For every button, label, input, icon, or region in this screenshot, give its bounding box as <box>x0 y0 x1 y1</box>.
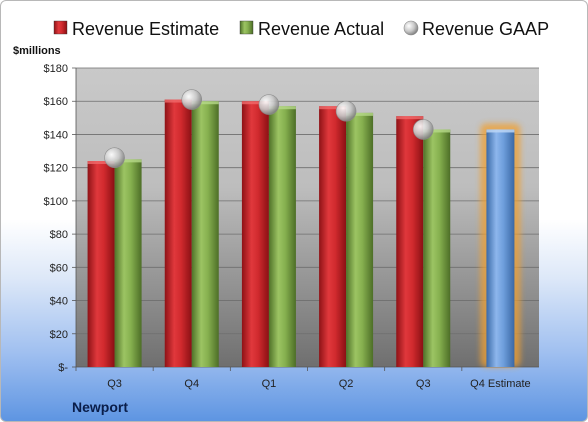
bar-revenue-estimate-cap <box>396 116 424 120</box>
bar-revenue-estimate <box>319 106 347 367</box>
bar-revenue-actual <box>423 129 451 367</box>
x-tick-label: Q2 <box>339 378 354 390</box>
marker-revenue-gaap <box>104 147 125 168</box>
legend-marker-estimate <box>53 20 68 35</box>
plot-background <box>76 68 539 367</box>
x-tick-label: Q1 <box>262 378 277 390</box>
bar-revenue-estimate <box>87 161 115 367</box>
bar-revenue-actual <box>346 112 374 367</box>
marker-revenue-gaap <box>412 119 434 140</box>
bar-revenue-estimate-cap <box>164 99 192 103</box>
marker-revenue-gaap <box>181 89 203 110</box>
bar-revenue-actual <box>268 106 296 367</box>
y-tick-label: $80 <box>50 229 68 241</box>
y-tick-label: $160 <box>44 96 68 108</box>
legend: Revenue Estimate Revenue Actual Revenue GA… <box>53 19 549 39</box>
bar-revenue-actual-cap <box>268 106 296 110</box>
bar-q4-estimate <box>486 129 515 367</box>
bar-revenue-actual <box>114 159 142 367</box>
x-tick-label: Q4 <box>184 378 199 390</box>
marker-revenue-gaap <box>335 100 357 122</box>
bar-revenue-actual-cap <box>423 129 451 133</box>
legend-marker-actual <box>239 20 254 35</box>
y-tick-label: $20 <box>50 329 68 341</box>
y-tick-label: $140 <box>44 129 68 141</box>
x-tick-label: Q3 <box>416 378 431 390</box>
bar-q4-estimate-cap <box>486 129 515 133</box>
marker-revenue-gaap <box>258 94 280 115</box>
bar-revenue-actual <box>191 101 219 367</box>
bar-revenue-estimate <box>241 101 269 367</box>
legend-label: Revenue Actual <box>258 19 384 39</box>
bar-revenue-estimate-cap <box>87 161 115 165</box>
bar-revenue-actual-cap <box>346 112 374 116</box>
bar-revenue-estimate <box>164 99 192 368</box>
bar-revenue-estimate <box>396 116 424 367</box>
bar-revenue-estimate-cap <box>319 106 347 110</box>
plot-area: $millions $- $20 $40 $60 $80 $100 $120 $140 $160 $… <box>13 45 539 390</box>
legend-label: Revenue Estimate <box>72 19 219 39</box>
y-tick-label: $- <box>58 362 68 374</box>
y-tick-label: $120 <box>44 163 68 175</box>
y-tick-label: $60 <box>50 262 68 274</box>
bar-revenue-actual-cap <box>191 101 219 105</box>
legend-marker-gaap <box>403 20 419 36</box>
x-tick-label: Q3 <box>107 378 122 390</box>
y-tick-label: $180 <box>44 63 68 75</box>
y-axis-unit-label: $millions <box>13 45 61 57</box>
y-tick-label: $40 <box>50 296 68 308</box>
legend-label: Revenue GAAP <box>422 19 549 39</box>
y-tick-label: $100 <box>44 196 68 208</box>
bar-revenue-actual-cap <box>114 159 142 163</box>
bar-revenue-estimate-cap <box>241 101 269 105</box>
company-name: Newport <box>72 399 128 415</box>
x-tick-label: Q4 Estimate <box>470 378 531 390</box>
